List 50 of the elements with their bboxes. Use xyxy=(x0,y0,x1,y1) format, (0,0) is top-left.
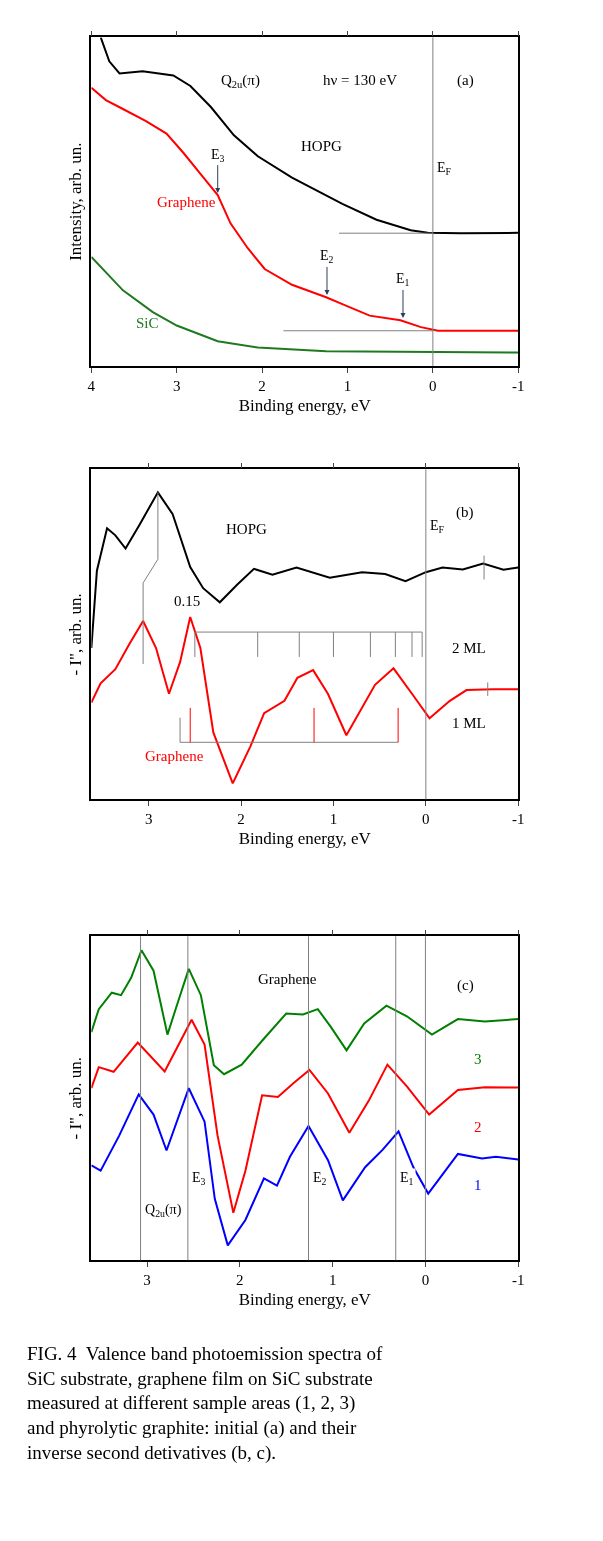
annotation: hν = 130 eV xyxy=(323,72,398,88)
series-label: 3 xyxy=(474,1051,482,1067)
y-axis-title: - I", arb. un. xyxy=(65,1057,85,1140)
text: HOPG xyxy=(226,521,268,537)
x-tick-label: 4 xyxy=(87,377,96,394)
annotation: 1 ML xyxy=(452,715,486,731)
x-tick-label: 2 xyxy=(237,811,245,828)
ref-line-label: E$_{3}$ xyxy=(192,1170,206,1187)
x-tick-label: 0 xyxy=(429,377,437,394)
x-tick-label: 1 xyxy=(343,377,352,394)
series-label: 1 xyxy=(408,1175,414,1187)
series-label: Graphene xyxy=(157,194,216,210)
x-tick-label: 1 xyxy=(329,811,338,828)
annotation: E$_{3}$ xyxy=(211,147,225,164)
series-label: SiC xyxy=(136,315,159,331)
annotation: (b) xyxy=(456,504,474,521)
x-tick-label: 2 xyxy=(236,1272,244,1289)
annotation: Q$_{2u}$(π) xyxy=(221,72,260,91)
y-axis-title: - I", arb. un. xyxy=(65,593,85,676)
x-tick-label: 1 xyxy=(328,1272,337,1289)
x-tick-label: 2 xyxy=(258,377,266,394)
series-label: Graphene xyxy=(145,748,204,764)
ref-line-label: Q$_{2u}$(π) xyxy=(145,1202,182,1219)
x-axis-title: Binding energy, eV xyxy=(238,1289,372,1309)
x-tick-label: -1 xyxy=(511,1272,525,1289)
x-tick-label: 3 xyxy=(144,811,153,828)
annotation: E$_{2}$ xyxy=(320,248,334,265)
annotation: (a) xyxy=(457,72,474,89)
ref-line-label: E$_{F}$ xyxy=(437,160,452,177)
text: 2 xyxy=(474,1119,482,1135)
x-axis-title: Binding energy, eV xyxy=(238,829,372,849)
caption: FIG. 4 Valence band photoemission spectra of SiC substrate, graphene film on SiC substrate measured at different sample areas (1, 2, 3) and phyrolytic graphite: initial (a) and their inverse second detivatives (b, c). xyxy=(27,1343,383,1464)
x-tick-label: -1 xyxy=(511,377,525,394)
x-tick-label: 3 xyxy=(172,377,181,394)
series-label: HOPG xyxy=(301,138,343,154)
x-tick-label: -1 xyxy=(511,811,525,828)
x-tick-label: 0 xyxy=(421,1272,430,1289)
annotation: 0.15 xyxy=(174,593,201,609)
x-tick-label: 0 xyxy=(422,811,430,828)
x-axis-title: Binding energy, eV xyxy=(238,395,372,415)
y-axis-title: Intensity, arb. un. xyxy=(65,142,85,261)
text: 1 xyxy=(474,1177,482,1193)
text: E xyxy=(400,1170,409,1185)
annotation: 2 ML xyxy=(452,640,486,656)
annotation: Graphene xyxy=(258,971,317,987)
annotation: (c) xyxy=(457,977,474,994)
ref-line-label: E$_{F}$ xyxy=(430,518,445,535)
annotation: E$_{1}$ xyxy=(396,271,410,288)
x-tick-label: 3 xyxy=(143,1272,151,1289)
ref-line-label: E$_{2}$ xyxy=(313,1170,327,1187)
